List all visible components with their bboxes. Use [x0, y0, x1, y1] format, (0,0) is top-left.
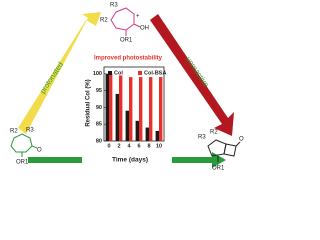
bar — [155, 130, 159, 141]
y-tick-label: 85 — [96, 122, 102, 128]
chart-background — [82, 52, 172, 164]
bar — [135, 120, 139, 141]
protonated-arrow — [18, 12, 101, 134]
y-tick-label: 100 — [93, 71, 102, 77]
substituent: OH — [140, 26, 149, 32]
bar — [139, 77, 143, 141]
graphical-abstract: protonated unreactive reactive R3 R2 OH … — [10, 3, 244, 172]
substituent: O — [37, 148, 42, 154]
legend-swatch — [138, 71, 142, 75]
substituent: R2 — [210, 130, 218, 136]
y-axis-label: Residual Col (%) — [86, 79, 92, 126]
unreactive-arrow — [150, 14, 234, 136]
y-tick-label: 95 — [96, 88, 102, 94]
bar — [119, 75, 123, 141]
x-axis-label: Time (days) — [112, 157, 148, 164]
x-tick-label: 4 — [127, 143, 131, 149]
bar — [125, 110, 129, 141]
substituent: O — [239, 137, 244, 143]
substituent: OR1 — [16, 160, 29, 166]
y-tick-label: 80 — [96, 138, 102, 144]
top-structure — [110, 7, 141, 36]
legend-label: Col — [114, 70, 123, 76]
arrow-label: protonated — [38, 60, 65, 95]
left-structure — [10, 133, 38, 157]
legend-label: Col-BSA — [144, 70, 166, 76]
x-tick-label: 6 — [137, 143, 140, 149]
substituent: R3 — [110, 3, 118, 9]
bar — [145, 127, 149, 141]
substituent: OR1 — [212, 166, 225, 172]
legend-swatch — [108, 71, 112, 75]
bar — [129, 77, 133, 141]
bar — [109, 73, 113, 141]
substituent: OR1 — [120, 38, 133, 44]
charge: + — [136, 14, 140, 20]
substituent: R3 — [26, 128, 34, 134]
bar — [115, 93, 119, 141]
bar — [149, 77, 153, 141]
x-tick-label: 10 — [156, 143, 162, 149]
right-structure — [207, 139, 241, 162]
bar — [105, 73, 109, 141]
substituent: R2 — [100, 18, 108, 24]
substituent: R3 — [198, 135, 206, 141]
x-tick-label: 0 — [107, 143, 110, 149]
bar — [159, 77, 163, 141]
x-tick-label: 8 — [147, 143, 150, 149]
y-tick-label: 90 — [96, 105, 102, 111]
x-tick-label: 2 — [117, 143, 120, 149]
chart-title: Improved photostability — [94, 56, 163, 62]
substituent: R2 — [10, 129, 18, 135]
plot-frame — [103, 66, 165, 142]
